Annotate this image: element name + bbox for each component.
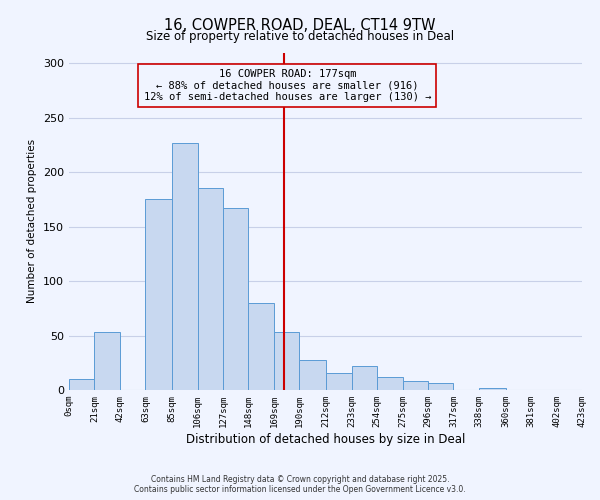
Bar [94,332,120,390]
Bar [299,360,326,390]
Text: 16 COWPER ROAD: 177sqm
← 88% of detached houses are smaller (916)
12% of semi-de: 16 COWPER ROAD: 177sqm ← 88% of detached… [143,69,431,102]
Bar [69,379,94,390]
Bar [352,366,377,390]
Bar [326,372,352,390]
Text: Contains HM Land Registry data © Crown copyright and database right 2025.
Contai: Contains HM Land Registry data © Crown c… [134,474,466,494]
Bar [479,388,506,390]
Bar [428,384,454,390]
Bar [403,382,428,390]
Bar [145,200,172,390]
X-axis label: Distribution of detached houses by size in Deal: Distribution of detached houses by size … [186,432,465,446]
Bar [248,303,274,390]
Text: 16, COWPER ROAD, DEAL, CT14 9TW: 16, COWPER ROAD, DEAL, CT14 9TW [164,18,436,32]
Bar [223,208,248,390]
Bar [274,332,299,390]
Bar [172,143,197,390]
Bar [377,377,403,390]
Y-axis label: Number of detached properties: Number of detached properties [28,139,37,304]
Text: Size of property relative to detached houses in Deal: Size of property relative to detached ho… [146,30,454,43]
Bar [197,188,223,390]
